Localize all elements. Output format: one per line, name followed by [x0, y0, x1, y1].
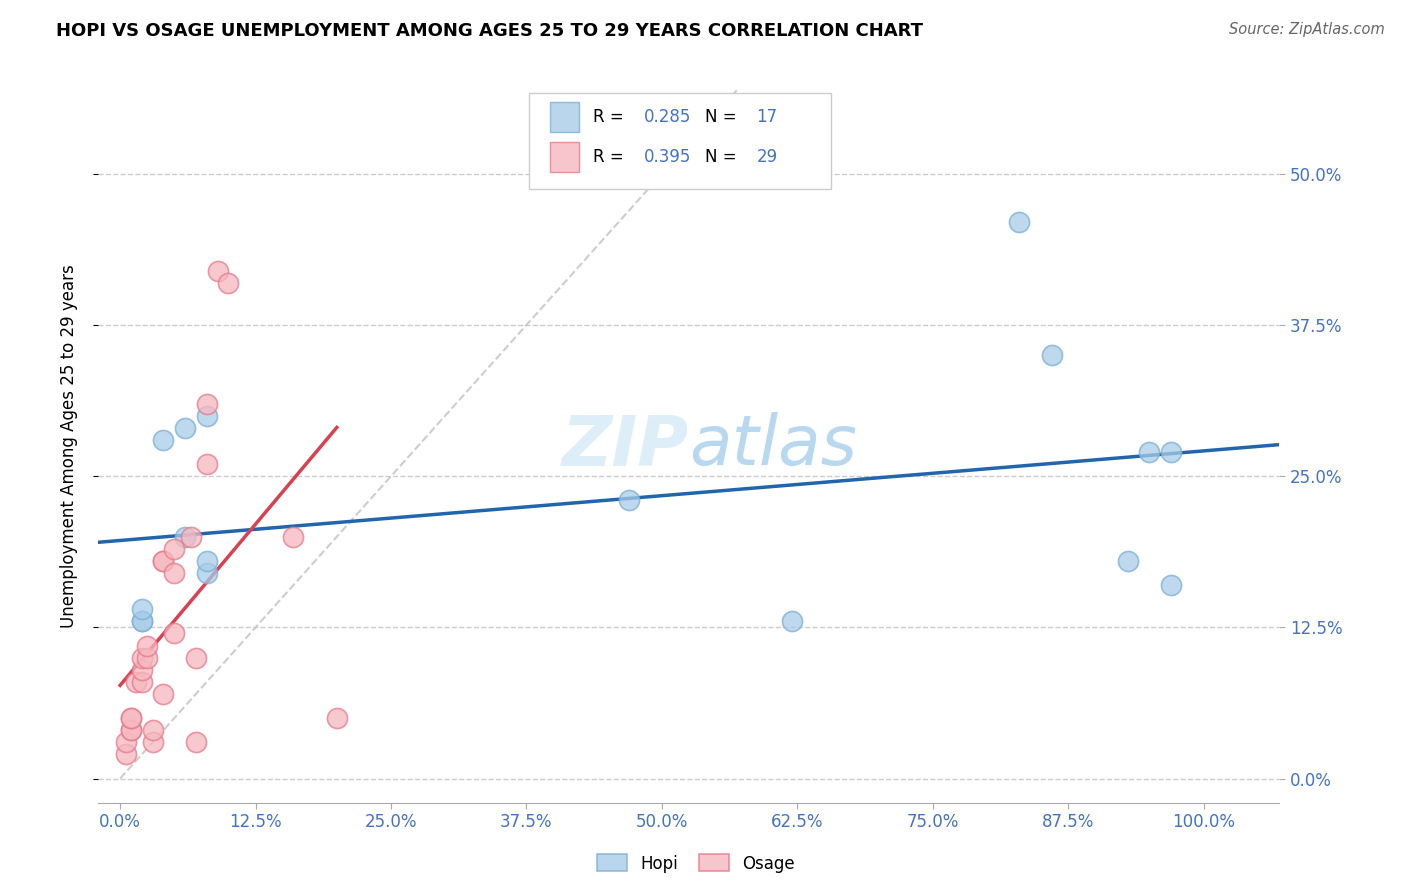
Point — [207, 263, 229, 277]
Text: R =: R = — [593, 148, 630, 166]
Point — [217, 276, 239, 290]
Text: Source: ZipAtlas.com: Source: ZipAtlas.com — [1229, 22, 1385, 37]
Point — [195, 457, 218, 471]
Point — [152, 554, 174, 568]
Point — [326, 711, 349, 725]
Point — [142, 735, 165, 749]
Point — [136, 650, 159, 665]
Point — [120, 711, 142, 725]
Text: R =: R = — [593, 108, 630, 126]
Point — [1160, 445, 1182, 459]
Point — [1040, 348, 1063, 362]
Point — [114, 747, 136, 762]
Point — [131, 615, 153, 629]
Text: N =: N = — [706, 108, 742, 126]
Point — [125, 674, 148, 689]
Point — [120, 711, 142, 725]
Text: ZIP: ZIP — [561, 412, 689, 480]
Text: 0.395: 0.395 — [644, 148, 692, 166]
Point — [619, 493, 641, 508]
Legend: Hopi, Osage: Hopi, Osage — [591, 847, 801, 880]
Point — [131, 674, 153, 689]
Point — [163, 626, 186, 640]
Point — [120, 723, 142, 738]
Point — [152, 433, 174, 447]
Text: 0.285: 0.285 — [644, 108, 692, 126]
Text: HOPI VS OSAGE UNEMPLOYMENT AMONG AGES 25 TO 29 YEARS CORRELATION CHART: HOPI VS OSAGE UNEMPLOYMENT AMONG AGES 25… — [56, 22, 924, 40]
Point — [174, 530, 197, 544]
FancyBboxPatch shape — [530, 93, 831, 189]
Point — [136, 639, 159, 653]
Point — [195, 397, 218, 411]
Point — [131, 650, 153, 665]
Point — [184, 735, 207, 749]
FancyBboxPatch shape — [550, 142, 579, 172]
Point — [163, 541, 186, 556]
Point — [283, 530, 305, 544]
Y-axis label: Unemployment Among Ages 25 to 29 years: Unemployment Among Ages 25 to 29 years — [59, 264, 77, 628]
Point — [180, 530, 202, 544]
Point — [131, 615, 153, 629]
Text: 17: 17 — [756, 108, 778, 126]
Text: N =: N = — [706, 148, 742, 166]
Point — [184, 650, 207, 665]
Point — [163, 566, 186, 580]
Point — [1139, 445, 1161, 459]
Point — [195, 409, 218, 423]
Point — [114, 735, 136, 749]
Point — [120, 723, 142, 738]
Point — [780, 615, 803, 629]
Point — [1160, 578, 1182, 592]
Point — [1116, 554, 1139, 568]
Point — [195, 554, 218, 568]
Point — [152, 687, 174, 701]
Point — [131, 663, 153, 677]
Text: atlas: atlas — [689, 412, 856, 480]
Point — [1008, 215, 1031, 229]
Point — [174, 421, 197, 435]
Point — [195, 566, 218, 580]
Text: 29: 29 — [756, 148, 778, 166]
Point — [152, 554, 174, 568]
Point — [131, 602, 153, 616]
Point — [142, 723, 165, 738]
FancyBboxPatch shape — [550, 102, 579, 132]
